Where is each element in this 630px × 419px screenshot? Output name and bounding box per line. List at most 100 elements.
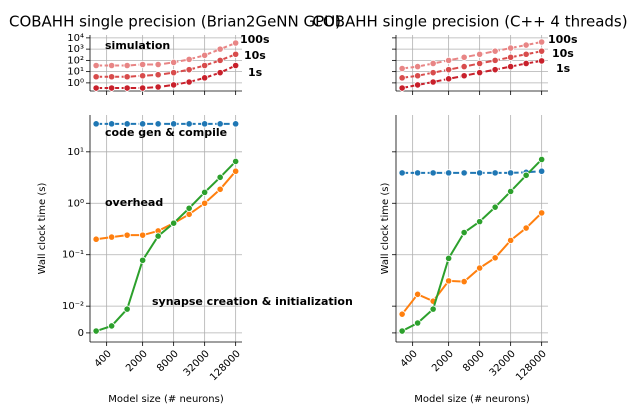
series-point (139, 60, 147, 69)
series-point (139, 256, 147, 264)
y-tick-label: 10⁰ (67, 198, 84, 209)
annotation: simulation (105, 39, 170, 52)
series-point (185, 55, 193, 63)
y-tick-label: 10¹ (67, 67, 84, 78)
series-point (185, 120, 193, 128)
series-point (460, 278, 468, 286)
series-point (491, 203, 499, 211)
series-point (491, 169, 499, 177)
series-point (538, 47, 546, 55)
series-point (92, 84, 100, 92)
series-point (476, 169, 484, 177)
series-label: synapse creation & initialization (152, 295, 353, 308)
series-point (491, 56, 499, 64)
x-tick-label: 400 (93, 348, 114, 369)
series-point (201, 188, 209, 196)
y-axis-label: Wall clock time (s) (380, 183, 391, 275)
y-axis-label: Wall clock time (s) (37, 183, 48, 275)
series-point (476, 50, 484, 58)
series-point (429, 305, 437, 313)
series-point (201, 199, 209, 207)
series-point (460, 169, 468, 177)
series-point (139, 72, 147, 80)
series-point (414, 290, 422, 298)
series-point (123, 305, 131, 313)
series-label: 100s (548, 33, 578, 46)
x-tick-label: 32000 (182, 348, 212, 378)
series-point (170, 219, 178, 227)
series-point (170, 81, 178, 89)
series-point (429, 169, 437, 177)
series-point (445, 169, 453, 177)
y-tick-label: 10² (67, 55, 84, 66)
series-point (92, 61, 100, 70)
series-point (185, 66, 193, 74)
series-line (96, 42, 237, 67)
y-tick-label: 10¹ (67, 147, 84, 158)
series-point (108, 73, 116, 81)
series-point (476, 59, 484, 68)
series-point (445, 254, 453, 262)
series-line (402, 50, 542, 79)
series-point (414, 81, 422, 89)
series-point (507, 53, 515, 61)
series-point (201, 74, 209, 82)
series-point (216, 185, 224, 193)
series-label: code gen & compile (105, 126, 227, 139)
series-point (216, 120, 224, 128)
series-point (154, 60, 162, 69)
series-point (522, 41, 530, 49)
series-point (108, 61, 116, 70)
x-axis-label: Model size (# neurons) (414, 394, 530, 405)
series-point (476, 218, 484, 226)
x-tick-label: 2000 (124, 348, 150, 374)
series-label: 1s (248, 66, 263, 79)
x-tick-label: 8000 (155, 348, 181, 374)
series-point (460, 228, 468, 237)
series-point (429, 59, 437, 68)
series-point (201, 51, 209, 59)
series-point (538, 155, 546, 164)
series-point (429, 69, 437, 77)
series-point (170, 58, 178, 67)
series-point (123, 61, 131, 70)
series-point (429, 78, 437, 86)
series-point (460, 72, 468, 80)
series-point (398, 310, 406, 318)
series-label: 1s (556, 62, 571, 75)
series-point (414, 319, 422, 327)
series-point (522, 50, 530, 58)
series-point (216, 173, 224, 181)
series-point (398, 327, 406, 335)
series-point (92, 120, 100, 128)
series-line (401, 158, 543, 332)
series-point (538, 167, 546, 175)
series-point (414, 62, 422, 71)
series-line (401, 212, 543, 315)
series-point (232, 61, 240, 70)
series-point (123, 73, 131, 81)
series-point (507, 187, 515, 196)
series-point (507, 236, 515, 244)
series-point (232, 120, 240, 128)
series-point (538, 209, 546, 217)
series-point (522, 171, 530, 179)
series-point (507, 62, 515, 71)
series-point (398, 84, 406, 92)
series-point (414, 72, 422, 80)
series-point (232, 157, 240, 166)
series-point (491, 254, 499, 262)
x-tick-label: 32000 (488, 348, 518, 378)
y-tick-label: 10⁻² (62, 301, 84, 312)
series-point (398, 64, 406, 73)
series-label: overhead (105, 196, 163, 209)
series-point (139, 84, 147, 92)
series-point (154, 232, 162, 240)
series-point (538, 57, 546, 65)
series-label: 10s (244, 49, 266, 62)
series-point (232, 167, 240, 175)
series-point (92, 235, 100, 243)
x-tick-label: 2000 (430, 348, 456, 374)
